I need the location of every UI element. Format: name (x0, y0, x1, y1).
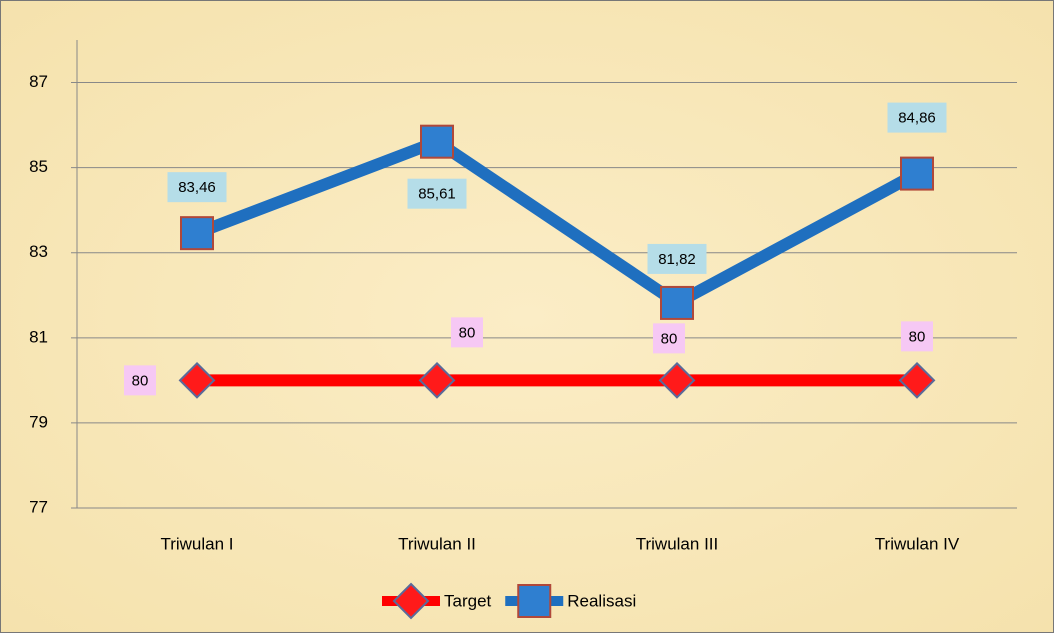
data-label-box (167, 172, 227, 203)
data-point (658, 361, 696, 399)
data-label: 80 (132, 372, 149, 389)
data-label: 81,82 (658, 251, 696, 268)
data-point (900, 156, 934, 191)
data-label-box (647, 243, 707, 274)
x-tick-label: Triwulan III (636, 534, 719, 553)
y-tick-label: 79 (29, 412, 48, 431)
x-tick-label: Triwulan IV (875, 534, 960, 553)
y-tick-label: 85 (29, 157, 48, 176)
x-tick-label: Triwulan I (160, 534, 233, 553)
data-label-box (901, 321, 933, 352)
data-label-box (407, 178, 467, 209)
data-point (180, 216, 214, 251)
legend-label: Realisasi (567, 591, 636, 610)
y-tick-label: 87 (29, 72, 48, 91)
data-point (898, 361, 936, 399)
data-point (178, 361, 216, 399)
y-tick-label: 77 (29, 497, 48, 516)
y-tick-label: 81 (29, 327, 48, 346)
data-label: 84,86 (898, 110, 936, 127)
data-label-box (887, 102, 947, 133)
data-point (420, 124, 454, 159)
data-label-box (653, 323, 685, 354)
y-tick-label: 83 (29, 242, 48, 261)
legend-marker (517, 584, 552, 618)
data-label: 80 (909, 328, 926, 345)
data-label: 80 (661, 330, 678, 347)
data-point (418, 361, 456, 399)
legend-label: Target (444, 591, 492, 610)
data-label-box (451, 317, 483, 348)
legend-marker (392, 582, 430, 620)
series-line (194, 134, 920, 310)
data-label: 80 (459, 324, 476, 341)
data-label: 83,46 (178, 179, 216, 196)
data-label-box (124, 365, 156, 396)
x-tick-label: Triwulan II (398, 534, 476, 553)
data-label: 85,61 (418, 186, 456, 203)
data-point (660, 285, 694, 320)
